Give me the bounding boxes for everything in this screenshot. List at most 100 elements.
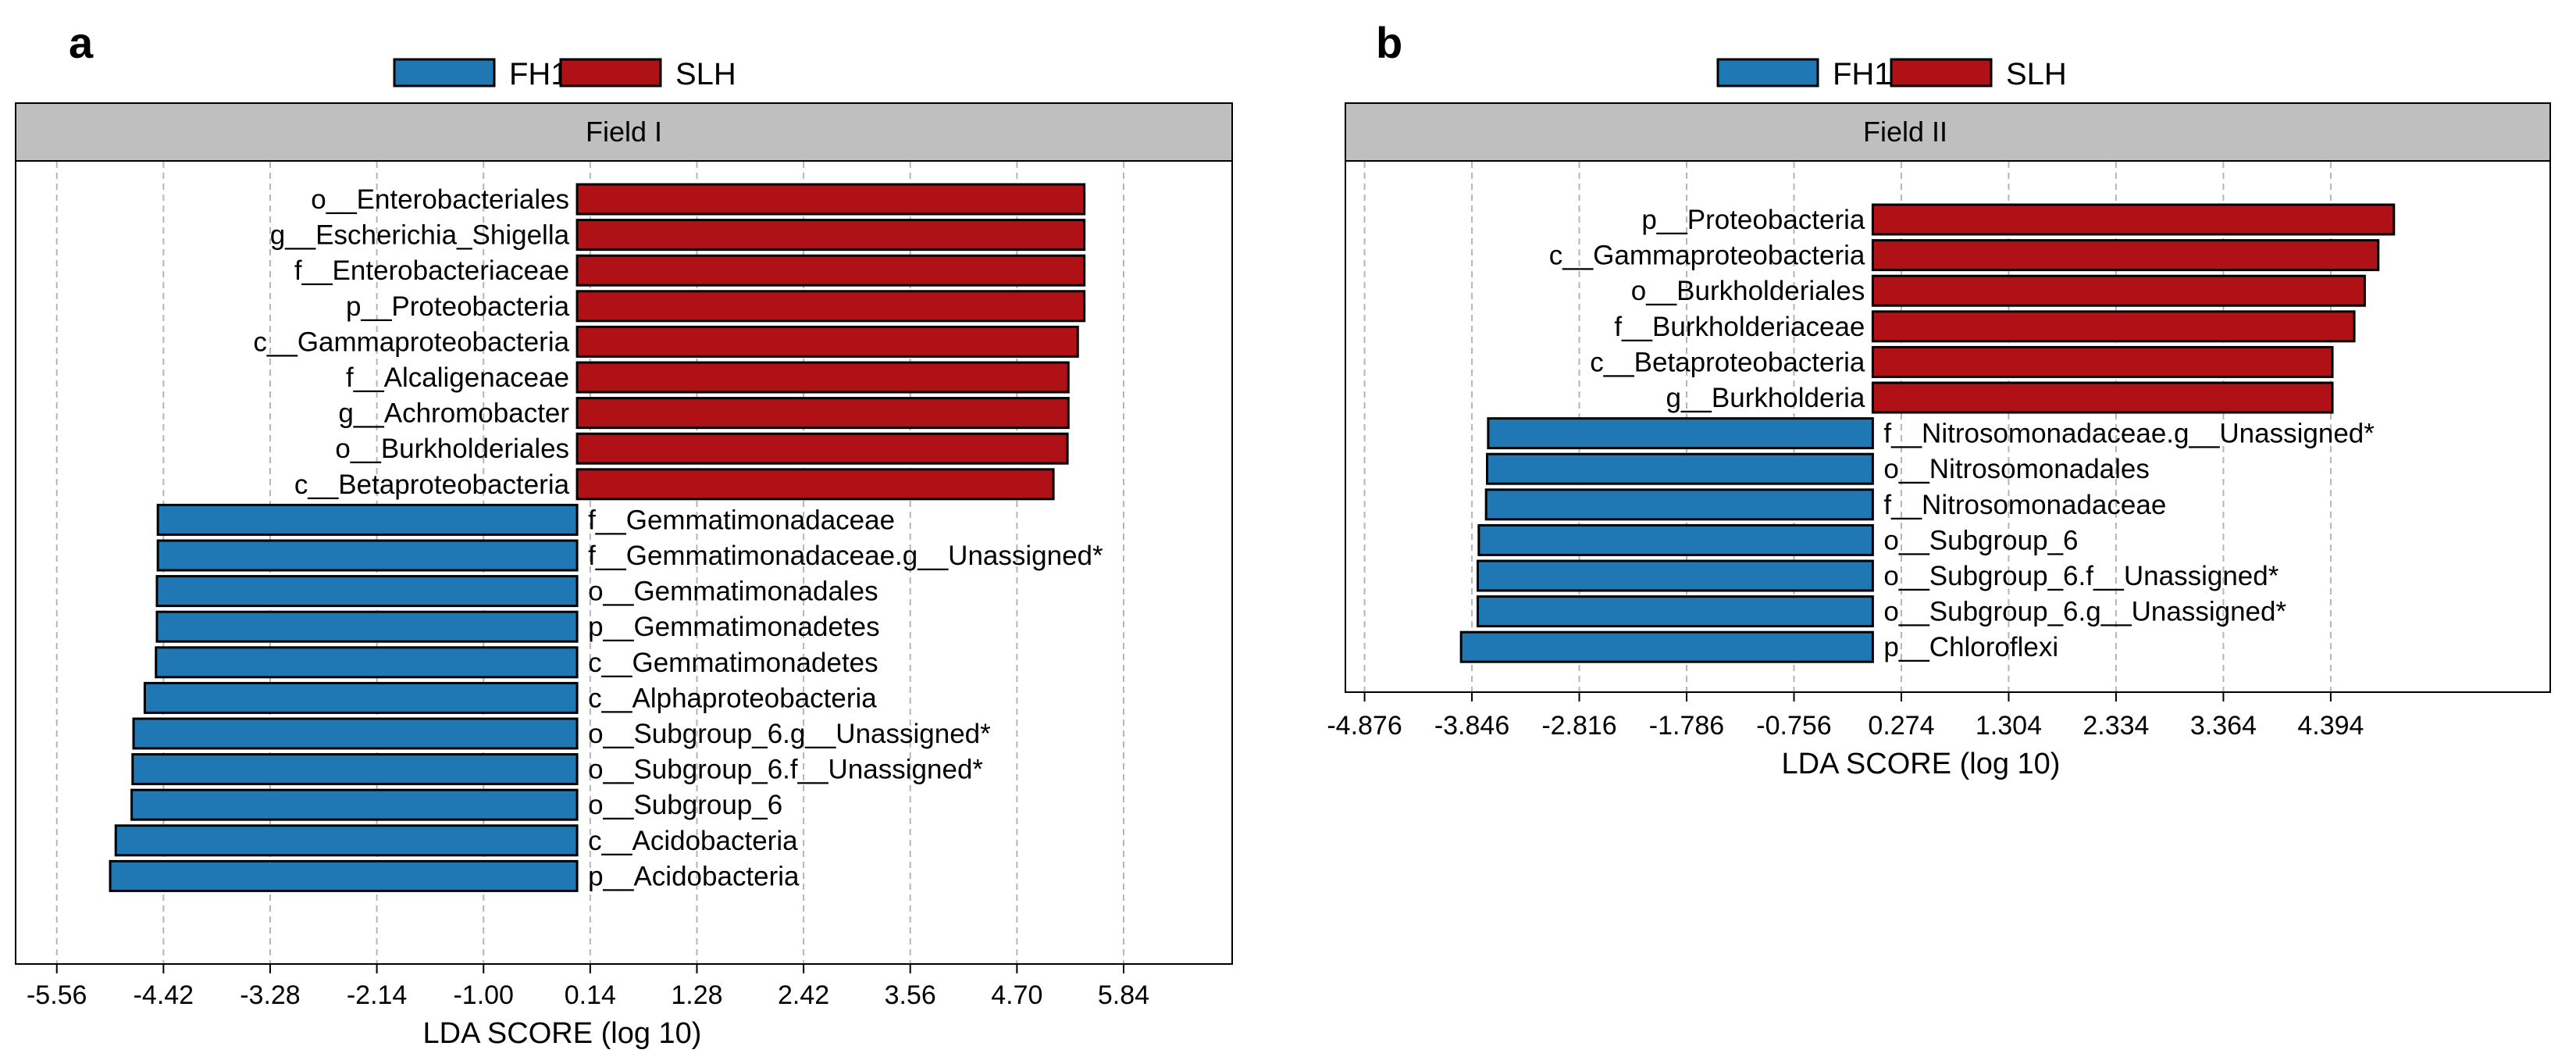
bar-fh1 — [1484, 488, 1874, 521]
x-tick-label: 2.42 — [778, 980, 829, 1010]
x-tick-label: -3.28 — [240, 980, 301, 1010]
bar-label: c__Betaproteobacteria — [294, 470, 570, 500]
legend-slh-label: SLH — [675, 57, 736, 91]
bar-slh — [575, 397, 1070, 430]
bar-fh1 — [155, 646, 579, 679]
bar-fh1 — [1477, 523, 1874, 556]
x-tick-label: -1.00 — [453, 980, 514, 1010]
bar-fh1 — [156, 539, 579, 572]
legend-fh1-label: FH1 — [509, 57, 568, 91]
legend-fh1-swatch — [393, 58, 496, 87]
panel-a: a FH1 SLH Field I o__Enterobacteriales g_… — [15, 18, 1233, 1050]
x-tick-label: -3.846 — [1434, 711, 1509, 741]
panel-a-bars — [109, 183, 1086, 892]
legend-slh-label: SLH — [2006, 57, 2067, 91]
x-tick-label: -0.756 — [1756, 711, 1831, 741]
panel-b-x-axis: -4.876 -3.846 -2.816 -1.786 -0.756 0.274 1.304… — [1327, 692, 2364, 741]
bar-slh — [1871, 345, 2334, 378]
bar-slh — [575, 254, 1086, 287]
bar-label: o__Burkholderiales — [1631, 276, 1865, 306]
bar-label: o__Gemmatimonadales — [588, 577, 878, 607]
bar-slh — [575, 325, 1079, 358]
bar-fh1 — [1477, 559, 1874, 592]
bar-label: f__Gemmatimonadaceae — [588, 505, 895, 535]
legend-slh-swatch — [1890, 58, 1993, 87]
bar-fh1 — [132, 717, 579, 750]
bar-label: f__Burkholderiaceae — [1614, 312, 1865, 342]
bar-slh — [1871, 203, 2396, 236]
bar-fh1 — [156, 503, 579, 536]
bar-label: f__Gemmatimonadaceae.g__Unassigned* — [588, 541, 1103, 571]
bar-label: o__Subgroup_6 — [588, 790, 782, 820]
x-tick-label: -2.14 — [347, 980, 408, 1010]
legend-a: FH1 SLH — [393, 57, 736, 91]
x-tick-label: 4.394 — [2297, 711, 2364, 741]
bar-label: o__Subgroup_6.g__Unassigned* — [588, 719, 991, 749]
bar-label: c__Alphaproteobacteria — [588, 683, 877, 713]
x-tick-label: -1.786 — [1649, 711, 1724, 741]
bar-label: p__Proteobacteria — [1641, 205, 1865, 235]
x-tick-label: -4.42 — [134, 980, 194, 1010]
bar-fh1 — [155, 575, 579, 608]
x-tick-label: 1.304 — [1976, 711, 2042, 741]
bar-slh — [575, 183, 1086, 216]
bar-label: c__Gammaproteobacteria — [253, 327, 569, 357]
bar-fh1 — [1459, 630, 1874, 663]
bar-label: o__Burkholderiales — [335, 434, 569, 464]
panel-a-bar-labels: o__Enterobacteriales g__Escherichia_Shige… — [253, 184, 1103, 891]
bar-label: f__Enterobacteriaceae — [294, 255, 569, 286]
bar-label: p__Chloroflexi — [1883, 632, 2058, 662]
bar-label: f__Alcaligenaceae — [346, 362, 569, 393]
bar-slh — [575, 290, 1086, 323]
bar-fh1 — [1487, 417, 1874, 450]
panel-letter-b: b — [1376, 18, 1402, 67]
bar-slh — [575, 361, 1070, 394]
panel-a-x-axis: -5.56 -4.42 -3.28 -2.14 -1.00 0.14 1.28 2.42 3.5… — [27, 964, 1149, 1010]
x-tick-label: 0.14 — [565, 980, 616, 1010]
x-tick-label: 3.364 — [2190, 711, 2257, 741]
bar-fh1 — [1486, 452, 1874, 485]
bar-label: o__Subgroup_6.f__Unassigned* — [1883, 561, 2278, 591]
x-tick-label: -2.816 — [1541, 711, 1616, 741]
bar-label: p__Proteobacteria — [346, 291, 570, 322]
bar-slh — [1871, 274, 2366, 307]
bar-fh1 — [130, 788, 579, 821]
x-tick-label: 1.28 — [671, 980, 722, 1010]
panel-a-plot-border — [15, 160, 1233, 965]
panel-b-x-axis-title: LDA SCORE (log 10) — [1782, 748, 2061, 780]
panel-a-title: Field I — [586, 116, 662, 148]
x-tick-label: 4.70 — [991, 980, 1042, 1010]
panel-b-title: Field II — [1863, 116, 1947, 148]
panel-b-bars — [1459, 203, 2396, 663]
legend-fh1-label: FH1 — [1833, 57, 1892, 91]
bar-slh — [575, 468, 1055, 501]
bar-slh — [1871, 310, 2356, 343]
bar-label: c__Gammaproteobacteria — [1549, 241, 1865, 271]
bar-fh1 — [131, 753, 579, 786]
bar-label: o__Nitrosomonadales — [1883, 454, 2149, 484]
legend-fh1-swatch — [1716, 58, 1819, 87]
x-tick-label: 5.84 — [1098, 980, 1149, 1010]
bar-label: g__Escherichia_Shigella — [270, 220, 570, 251]
panel-a-x-axis-title: LDA SCORE (log 10) — [423, 1017, 702, 1050]
x-tick-label: -5.56 — [27, 980, 87, 1010]
bar-label: o__Subgroup_6 — [1883, 525, 2078, 555]
x-tick-label: -4.876 — [1327, 711, 1402, 741]
legend-b: FH1 SLH — [1716, 57, 2067, 91]
bar-slh — [1871, 381, 2334, 414]
legend-slh-swatch — [559, 58, 662, 87]
bar-slh — [575, 432, 1069, 465]
bar-fh1 — [114, 824, 579, 857]
panel-b-plot-border — [1345, 160, 2551, 693]
bar-label: f__Nitrosomonadaceae — [1883, 490, 2166, 520]
x-tick-label: 0.274 — [1868, 711, 1934, 741]
panel-a-strip — [15, 102, 1233, 162]
bar-slh — [575, 219, 1086, 252]
bar-label: c__Gemmatimonadetes — [588, 648, 878, 678]
panel-b: b FH1 SLH Field II p__Proteobacteria c__G… — [1327, 18, 2551, 780]
bar-label: p__Gemmatimonadetes — [588, 612, 880, 642]
bar-fh1 — [1477, 595, 1874, 628]
bar-fh1 — [155, 610, 579, 643]
panel-letter-a: a — [69, 18, 94, 67]
